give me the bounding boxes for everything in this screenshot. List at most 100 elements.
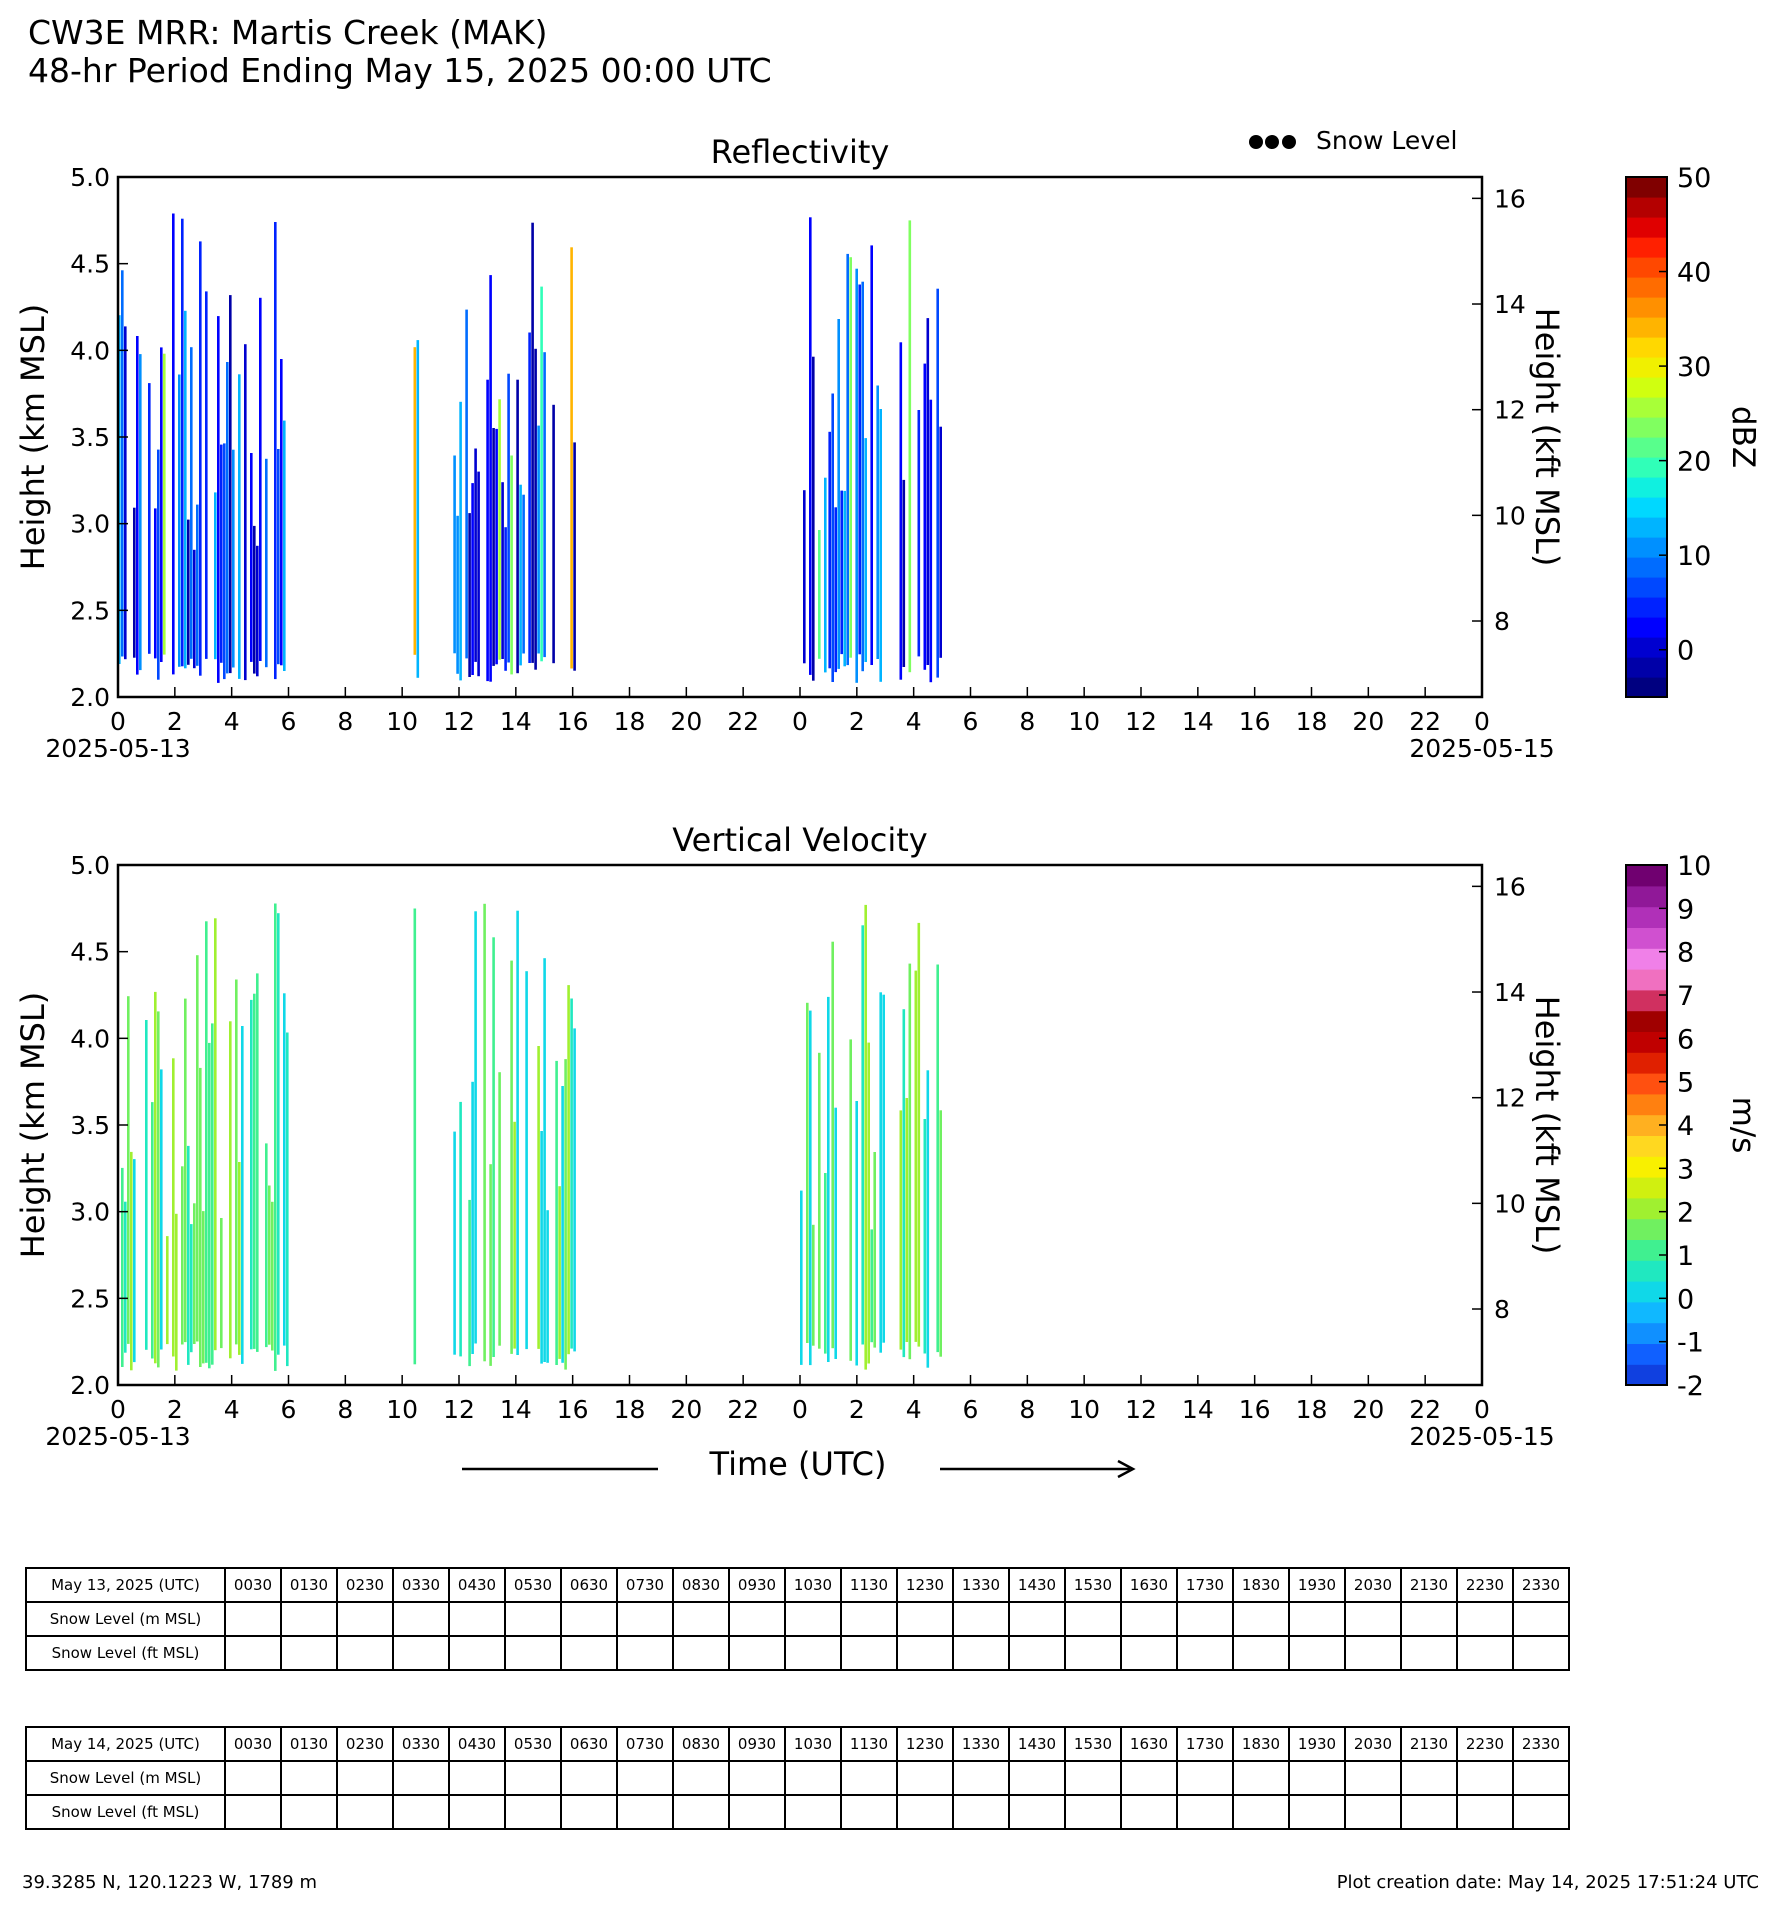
refl-echo-column-75 [828,431,831,669]
table-time-cell-2030: 2030 [1344,1567,1402,1603]
refl-colorbar-segment-14 [1626,397,1667,418]
table-empty-cell [1176,1794,1234,1830]
vvel-echo-column-29 [241,1026,244,1364]
refl-x-tick-label-23: 22 [1409,707,1441,736]
refl-x-tick-label-20: 16 [1239,707,1271,736]
table-empty-cell [1344,1760,1402,1796]
table-empty-cell [560,1635,618,1671]
table-empty-cell [280,1601,338,1637]
refl-echo-column-71 [809,217,812,675]
table-empty-cell [392,1794,450,1830]
refl-echo-column-14 [184,310,187,669]
refl-echo-column-82 [849,257,852,658]
vvel-echo-column-44 [471,1081,474,1354]
vvel-echo-column-82 [882,994,885,1343]
table-empty-cell [336,1760,394,1796]
refl-y-tick-label-5: 4.5 [70,250,110,279]
vvel-echo-column-5 [145,1020,148,1350]
refl-echo-column-80 [843,490,846,667]
refl-colorbar-segment-0 [1626,677,1667,698]
refl-y-tick-label-2: 3.0 [70,510,110,539]
table-empty-cell [672,1760,730,1796]
vvel-colorbar-segment-15 [1626,1052,1667,1074]
refl-echo-column-87 [870,245,873,665]
refl-echo-column-32 [256,545,259,677]
table-time-cell-1430: 1430 [1008,1567,1066,1603]
refl-echo-column-15 [187,519,190,665]
vvel-colorbar-tick-label-2: 0 [1677,1284,1694,1315]
vvel-echo-column-1 [124,1201,127,1353]
vvel-echo-column-2 [127,996,130,1344]
refl-echo-column-20 [205,291,208,659]
refl-echo-column-93 [917,410,921,657]
vvel-colorbar-segment-9 [1626,1177,1667,1199]
refl-colorbar-segment-18 [1626,317,1667,338]
vvel-echo-field [121,903,942,1371]
refl-echo-column-43 [459,401,462,681]
table-empty-cell [1064,1794,1122,1830]
table-empty-cell [560,1601,618,1637]
table-empty-cell [728,1635,786,1671]
refl-y2-tick-label-1: 10 [1494,501,1526,530]
vvel-colorbar-segment-11 [1626,1135,1667,1157]
refl-echo-column-56 [507,373,510,663]
time-axis-label: Time (UTC) [709,1445,887,1483]
refl-echo-column-58 [516,379,519,674]
vvel-echo-column-76 [861,925,864,1345]
table-empty-cell [1400,1760,1458,1796]
table-time-cell-1330: 1330 [952,1567,1010,1603]
vvel-colorbar-tick-label-10: 8 [1677,938,1694,969]
vvel-colorbar-segment-12 [1626,1114,1667,1136]
vvel-colorbar-tick-label-12: 10 [1677,851,1711,882]
refl-colorbar-segment-9 [1626,497,1667,518]
vvel-y2-tick-label-1: 10 [1494,1189,1526,1218]
vvel-echo-column-61 [564,1059,567,1370]
table-empty-cell [1512,1601,1570,1637]
vvel-x-tick-label-11: 22 [727,1395,759,1424]
table-row-label: Snow Level (m MSL) [25,1601,226,1637]
table-empty-cell [224,1635,282,1671]
refl-colorbar-segment-10 [1626,477,1667,498]
table-empty-cell [728,1760,786,1796]
vvel-echo-column-81 [879,992,882,1353]
vvel-x-start-date: 2025-05-13 [45,1422,190,1451]
vvel-echo-column-78 [867,1042,870,1364]
table-time-cell-1230: 1230 [896,1567,954,1603]
refl-echo-column-9 [160,347,163,662]
refl-colorbar-segment-16 [1626,357,1667,378]
vvel-echo-column-10 [166,1236,169,1345]
table-time-cell-0930: 0930 [728,1567,786,1603]
vvel-echo-column-77 [864,904,867,1370]
table-empty-cell [1120,1635,1178,1671]
refl-echo-column-19 [199,241,202,676]
table-row: Snow Level (m MSL) [25,1601,1570,1637]
vvel-echo-column-70 [824,1173,827,1354]
table-empty-cell [672,1635,730,1671]
refl-y-tick-label-4: 4.0 [70,336,110,365]
table-time-cell-0930: 0930 [728,1726,786,1762]
table-empty-cell [1008,1760,1066,1796]
refl-echo-column-59 [519,484,522,666]
refl-x-tick-label-3: 6 [281,707,297,736]
station-location: 39.3285 N, 120.1223 W, 1789 m [22,1872,317,1893]
refl-colorbar-segment-24 [1626,197,1667,218]
refl-echo-column-21 [214,492,217,660]
vvel-colorbar-tick-label-3: 1 [1677,1241,1694,1272]
table-time-cell-2330: 2330 [1512,1567,1570,1603]
table-empty-cell [1176,1601,1234,1637]
refl-echo-column-27 [232,449,235,668]
refl-echo-column-91 [902,479,906,667]
table-row: Snow Level (ft MSL) [25,1794,1570,1830]
table-time-cell-2130: 2130 [1400,1726,1458,1762]
vvel-colorbar-segment-16 [1626,1031,1667,1053]
refl-echo-column-69 [573,442,576,671]
refl-x-tick-label-18: 12 [1125,707,1157,736]
refl-echo-column-67 [552,404,555,664]
vvel-echo-column-67 [809,1010,812,1366]
table-time-cell-0630: 0630 [560,1567,618,1603]
table-empty-cell [840,1760,898,1796]
table-empty-cell [1120,1601,1178,1637]
table-row-label: Snow Level (m MSL) [25,1760,226,1796]
vvel-colorbar-tick-label-5: 3 [1677,1154,1694,1185]
refl-y-tick-label-1: 2.5 [70,596,110,625]
